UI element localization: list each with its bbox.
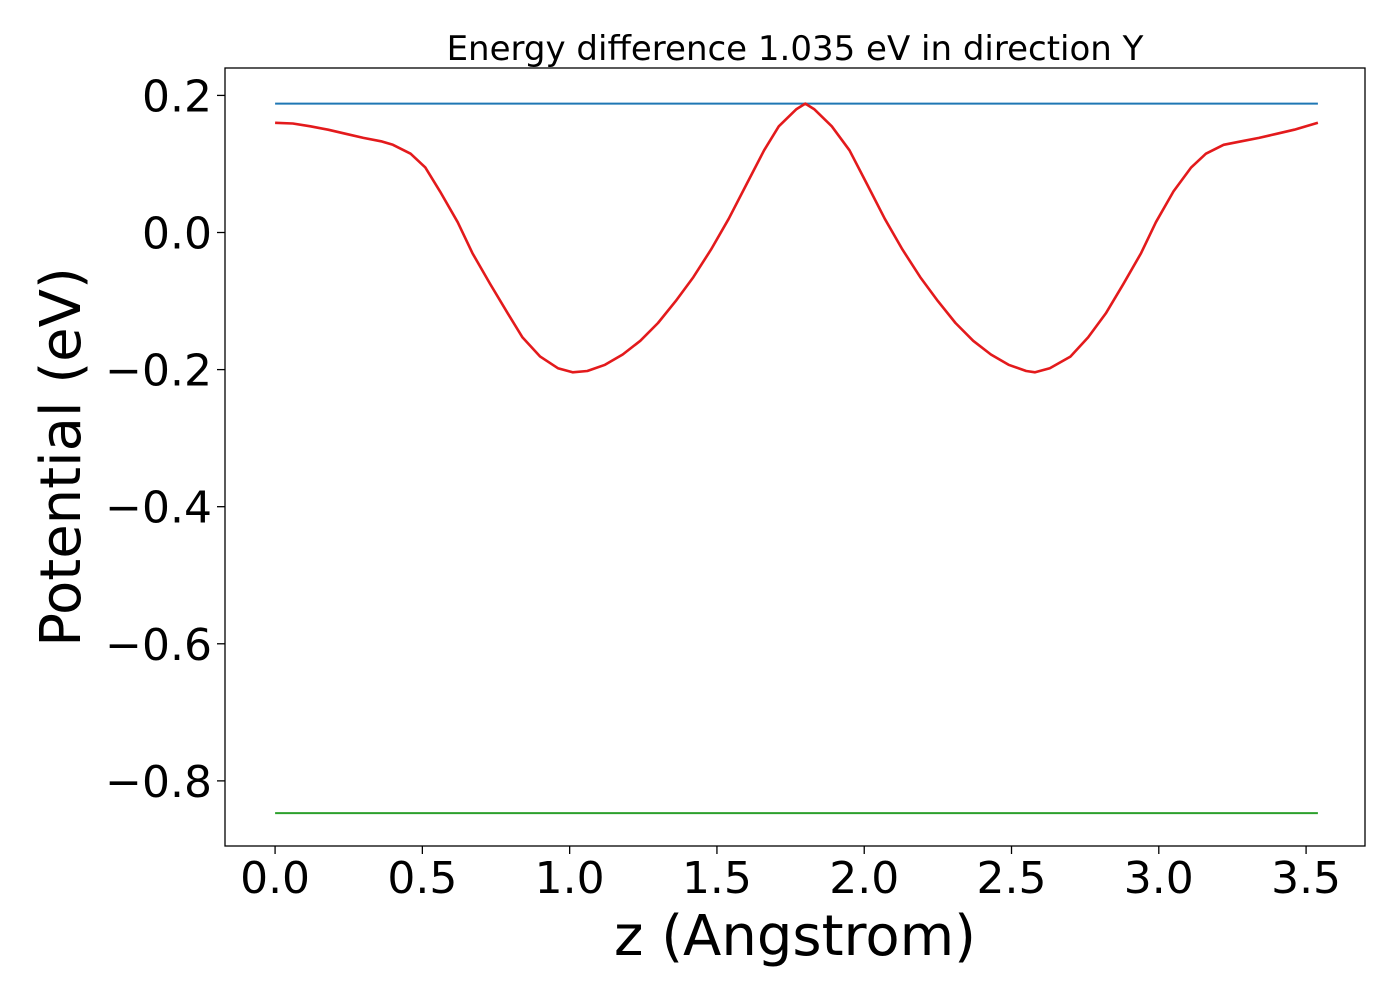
y-tick-label: −0.4 bbox=[105, 483, 212, 534]
y-tick-label: 0.2 bbox=[142, 71, 212, 122]
x-axis-ticks: 0.0 0.5 1.0 1.5 2.0 2.5 3.0 3.5 bbox=[240, 846, 1341, 904]
x-tick-label: 2.0 bbox=[829, 853, 899, 904]
x-tick-label: 3.5 bbox=[1271, 853, 1341, 904]
y-tick-label: −0.6 bbox=[105, 620, 212, 671]
y-axis-label: Potential (eV) bbox=[29, 267, 94, 647]
plot-frame bbox=[224, 67, 1366, 847]
x-tick-label: 1.0 bbox=[535, 853, 605, 904]
x-axis-label: z (Angstrom) bbox=[614, 904, 976, 969]
x-tick-label: 3.0 bbox=[1124, 853, 1194, 904]
y-tick-label: 0.0 bbox=[142, 209, 212, 260]
x-tick-label: 2.5 bbox=[977, 853, 1047, 904]
series-layer bbox=[275, 102, 1319, 815]
chart-title: Energy difference 1.035 eV in direction … bbox=[447, 29, 1144, 69]
x-tick-label: 0.5 bbox=[387, 853, 457, 904]
x-tick-label: 1.5 bbox=[682, 853, 752, 904]
x-tick-label: 0.0 bbox=[240, 853, 310, 904]
y-tick-label: −0.2 bbox=[105, 346, 212, 397]
series-line-2 bbox=[275, 102, 1319, 374]
y-axis-ticks: 0.2 0.0 −0.2 −0.4 −0.6 −0.8 bbox=[105, 71, 225, 808]
y-tick-label: −0.8 bbox=[105, 757, 212, 808]
